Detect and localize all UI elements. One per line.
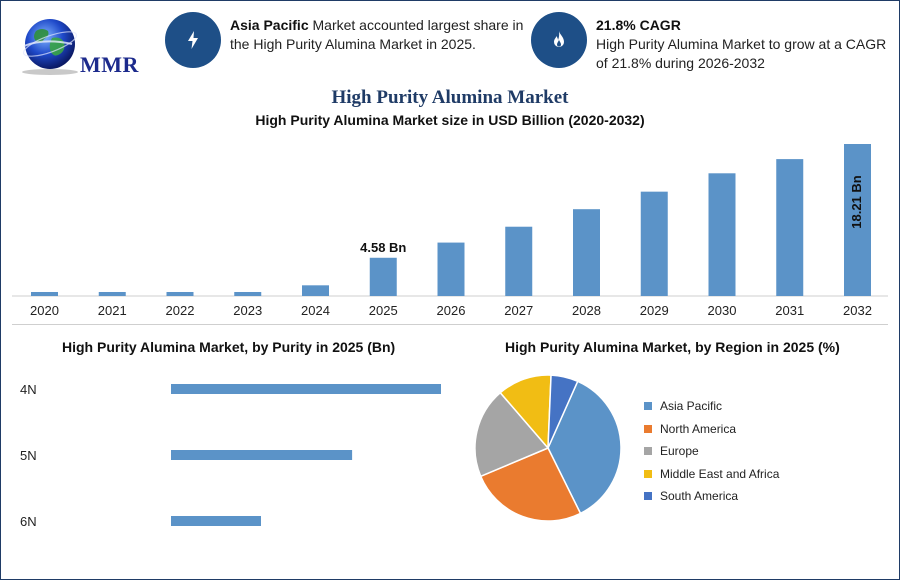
legend-swatch bbox=[644, 424, 652, 433]
region-legend: Asia Pacific North America Europe Middle Ea… bbox=[644, 395, 779, 508]
bar-2024 bbox=[302, 285, 329, 296]
x-tick-label: 2023 bbox=[233, 303, 262, 318]
x-tick-label: 2031 bbox=[775, 303, 804, 318]
purity-bar-6N bbox=[171, 516, 261, 526]
section-divider bbox=[12, 324, 888, 325]
region-chart-title: High Purity Alumina Market, by Region in… bbox=[505, 339, 840, 355]
x-tick-label: 2032 bbox=[843, 303, 872, 318]
x-tick-label: 2027 bbox=[504, 303, 533, 318]
bar-2028 bbox=[573, 209, 600, 296]
main-title: High Purity Alumina Market bbox=[331, 87, 569, 108]
legend-swatch bbox=[644, 447, 652, 456]
bar-2030 bbox=[708, 173, 736, 296]
pie-slice-asia-pacific bbox=[547, 380, 622, 515]
bar-2025 bbox=[369, 257, 397, 296]
market-size-bar-chart: 2020 2021 2022 2023 2024 2025 2026 2027 2028 2029… bbox=[12, 144, 888, 318]
bar-2021 bbox=[98, 291, 126, 296]
info-asia-pacific-bold: Asia Pacific bbox=[230, 17, 309, 33]
legend-item: North America bbox=[644, 418, 779, 441]
x-tick-label: 2030 bbox=[708, 303, 737, 318]
legend-label: South America bbox=[660, 489, 739, 504]
pie-slice-south-america bbox=[547, 374, 579, 449]
bar-2029 bbox=[640, 191, 668, 296]
legend-item: Europe bbox=[644, 440, 779, 463]
legend-item: Asia Pacific bbox=[644, 395, 779, 418]
info-cagr: 21.8% CAGR High Purity Alumina Market to… bbox=[596, 16, 888, 73]
bar-2023 bbox=[234, 291, 262, 296]
legend-item: Middle East and Africa bbox=[644, 463, 779, 486]
mmr-logo: MMR bbox=[16, 16, 139, 77]
bar-2032 bbox=[844, 144, 871, 296]
legend-label: Middle East and Africa bbox=[660, 466, 780, 481]
info-cagr-text: High Purity Alumina Market to grow at a … bbox=[596, 36, 887, 71]
purity-category-label: 5N bbox=[20, 448, 37, 463]
data-label: 4.58 Bn bbox=[360, 240, 406, 255]
legend-item: South America bbox=[644, 485, 779, 508]
purity-bar-5N bbox=[171, 450, 353, 460]
bar-2031 bbox=[776, 159, 804, 296]
logo-text: MMR bbox=[80, 52, 139, 77]
lightning-icon bbox=[188, 31, 198, 49]
purity-category-label: 6N bbox=[20, 514, 37, 529]
legend-label: North America bbox=[660, 421, 737, 436]
chart-subtitle: High Purity Alumina Market size in USD B… bbox=[255, 112, 645, 128]
x-tick-label: 2022 bbox=[166, 303, 195, 318]
x-tick-label: 2021 bbox=[98, 303, 127, 318]
x-tick-label: 2028 bbox=[572, 303, 601, 318]
x-tick-label: 2026 bbox=[437, 303, 466, 318]
pie-slice-europe bbox=[474, 391, 550, 478]
purity-bar-4N bbox=[171, 384, 441, 394]
bar-2020 bbox=[31, 291, 58, 296]
bar-2026 bbox=[437, 242, 465, 296]
purity-category-label: 4N bbox=[20, 382, 37, 397]
globe-icon bbox=[22, 19, 78, 75]
legend-label: Europe bbox=[660, 444, 699, 459]
lightning-badge bbox=[165, 12, 221, 68]
info-asia-pacific: Asia Pacific Market accounted largest sh… bbox=[230, 16, 525, 54]
legend-swatch bbox=[644, 402, 652, 411]
info-cagr-bold: 21.8% CAGR bbox=[596, 17, 681, 33]
info-asia-pacific-text: Market accounted largest share in the Hi… bbox=[230, 17, 524, 52]
purity-chart-title: High Purity Alumina Market, by Purity in… bbox=[62, 339, 396, 355]
legend-swatch bbox=[644, 492, 652, 501]
x-tick-label: 2020 bbox=[30, 303, 59, 318]
flame-icon bbox=[554, 31, 564, 47]
bar-2022 bbox=[166, 291, 194, 296]
legend-swatch bbox=[644, 469, 652, 478]
x-tick-label: 2025 bbox=[369, 303, 398, 318]
legend-label: Asia Pacific bbox=[660, 399, 723, 414]
x-tick-label: 2024 bbox=[301, 303, 330, 318]
bar-2027 bbox=[505, 226, 533, 296]
data-label: 18.21 Bn bbox=[849, 175, 864, 229]
flame-badge bbox=[531, 12, 587, 68]
x-tick-label: 2029 bbox=[640, 303, 669, 318]
